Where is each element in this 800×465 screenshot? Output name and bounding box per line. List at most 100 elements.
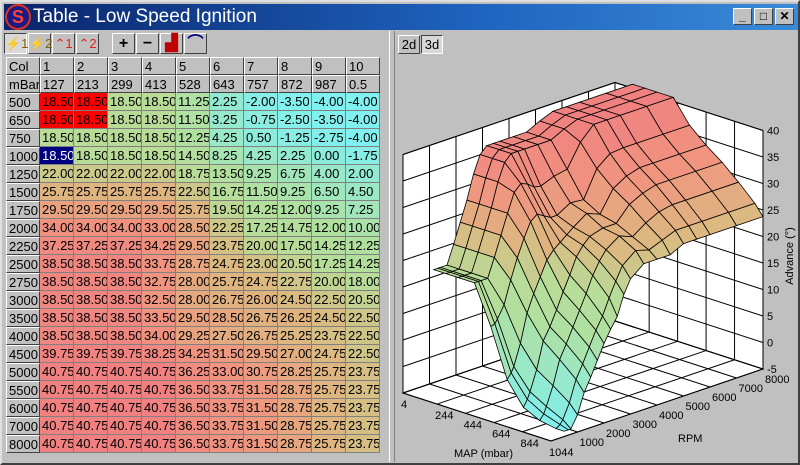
table-cell[interactable]: 19.50 xyxy=(210,201,244,219)
table-cell[interactable]: 33.00 xyxy=(210,363,244,381)
table-cell[interactable]: 38.50 xyxy=(108,327,142,345)
column-header[interactable]: 3 xyxy=(108,57,142,75)
table-cell[interactable]: 23.75 xyxy=(346,363,380,381)
table-cell[interactable]: 3.25 xyxy=(210,111,244,129)
table-cell[interactable]: -1.25 xyxy=(278,129,312,147)
table-cell[interactable]: 18.50 xyxy=(40,111,74,129)
table-cell[interactable]: 22.50 xyxy=(346,345,380,363)
table-cell[interactable]: 40.75 xyxy=(74,363,108,381)
table-cell[interactable]: 37.25 xyxy=(74,237,108,255)
table-cell[interactable]: 37.25 xyxy=(40,237,74,255)
close-button[interactable]: ✕ xyxy=(775,8,794,25)
mbar-header-cell[interactable]: 872 xyxy=(278,75,312,93)
table-cell[interactable]: 17.25 xyxy=(312,255,346,273)
table-cell[interactable]: 40.75 xyxy=(40,399,74,417)
table-cell[interactable]: 31.50 xyxy=(210,345,244,363)
table-cell[interactable]: 30.75 xyxy=(244,363,278,381)
table-cell[interactable]: 20.00 xyxy=(312,273,346,291)
table-cell[interactable]: 23.75 xyxy=(312,327,346,345)
table-cell[interactable]: 25.75 xyxy=(176,201,210,219)
plus-button[interactable]: + xyxy=(112,33,135,54)
table-cell[interactable]: 40.75 xyxy=(74,435,108,453)
table-cell[interactable]: 36.25 xyxy=(176,363,210,381)
table-cell[interactable]: 34.00 xyxy=(142,327,176,345)
table-cell[interactable]: 40.75 xyxy=(142,363,176,381)
table-cell[interactable]: 14.75 xyxy=(278,219,312,237)
table-cell[interactable]: 18.50 xyxy=(74,93,108,111)
table-cell[interactable]: 39.75 xyxy=(74,345,108,363)
table-cell[interactable]: 40.75 xyxy=(40,417,74,435)
table-cell[interactable]: 2.00 xyxy=(346,165,380,183)
rpm-row-header[interactable]: 7000 xyxy=(6,417,40,435)
table-cell[interactable]: 18.50 xyxy=(40,147,74,165)
table-cell[interactable]: 33.75 xyxy=(210,435,244,453)
table-cell[interactable]: 37.25 xyxy=(108,237,142,255)
table-cell[interactable]: 18.50 xyxy=(142,147,176,165)
table-cell[interactable]: 10.00 xyxy=(346,219,380,237)
table-cell[interactable]: 22.50 xyxy=(346,327,380,345)
table-cell[interactable]: 40.75 xyxy=(108,435,142,453)
table-cell[interactable]: 36.50 xyxy=(176,435,210,453)
table-cell[interactable]: 23.75 xyxy=(346,381,380,399)
table-cell[interactable]: 40.75 xyxy=(74,417,108,435)
rpm-row-header[interactable]: 4500 xyxy=(6,345,40,363)
ramp-button[interactable]: ▟ xyxy=(160,33,183,54)
table-cell[interactable]: 13.50 xyxy=(210,165,244,183)
table-cell[interactable]: 31.50 xyxy=(244,435,278,453)
table-cell[interactable]: 18.50 xyxy=(108,93,142,111)
column-header[interactable]: 9 xyxy=(312,57,346,75)
rpm-row-header[interactable]: 5000 xyxy=(6,363,40,381)
table-cell[interactable]: 20.50 xyxy=(346,291,380,309)
table-cell[interactable]: 24.50 xyxy=(278,291,312,309)
table-cell[interactable]: 36.50 xyxy=(176,381,210,399)
table-cell[interactable]: 23.75 xyxy=(346,417,380,435)
table-cell[interactable]: -2.00 xyxy=(244,93,278,111)
table-cell[interactable]: 40.75 xyxy=(108,363,142,381)
rpm-row-header[interactable]: 650 xyxy=(6,111,40,129)
table-cell[interactable]: 18.50 xyxy=(142,111,176,129)
table-cell[interactable]: 2.25 xyxy=(278,147,312,165)
table-cell[interactable]: 31.50 xyxy=(244,381,278,399)
table-cell[interactable]: 39.75 xyxy=(40,345,74,363)
table-cell[interactable]: 28.75 xyxy=(278,435,312,453)
mbar-header-cell[interactable]: 987 xyxy=(312,75,346,93)
table-cell[interactable]: 29.50 xyxy=(40,201,74,219)
table-cell[interactable]: 11.25 xyxy=(176,93,210,111)
table-cell[interactable]: 29.50 xyxy=(176,237,210,255)
table-cell[interactable]: 6.75 xyxy=(278,165,312,183)
rpm-row-header[interactable]: 3500 xyxy=(6,309,40,327)
table-cell[interactable]: 27.00 xyxy=(278,345,312,363)
table-cell[interactable]: 12.25 xyxy=(346,237,380,255)
table-cell[interactable]: 22.00 xyxy=(142,165,176,183)
table-cell[interactable]: 38.50 xyxy=(74,273,108,291)
table-cell[interactable]: 31.50 xyxy=(244,399,278,417)
table-cell[interactable]: 0.50 xyxy=(244,129,278,147)
table-cell[interactable]: 25.75 xyxy=(142,183,176,201)
table-cell[interactable]: 4.50 xyxy=(346,183,380,201)
table-cell[interactable]: 24.75 xyxy=(312,345,346,363)
table-cell[interactable]: 40.75 xyxy=(142,399,176,417)
rpm-row-header[interactable]: 1000 xyxy=(6,147,40,165)
table-cell[interactable]: 28.75 xyxy=(278,417,312,435)
mbar-header-cell[interactable]: 757 xyxy=(244,75,278,93)
table-cell[interactable]: 33.75 xyxy=(210,381,244,399)
rpm-row-header[interactable]: 500 xyxy=(6,93,40,111)
rpm-row-header[interactable]: 1500 xyxy=(6,183,40,201)
table-cell[interactable]: 28.75 xyxy=(278,399,312,417)
column-header[interactable]: 2 xyxy=(74,57,108,75)
rpm-row-header[interactable]: 2500 xyxy=(6,255,40,273)
table-cell[interactable]: 25.25 xyxy=(278,327,312,345)
table-cell[interactable]: 38.50 xyxy=(40,309,74,327)
column-header[interactable]: 5 xyxy=(176,57,210,75)
table-cell[interactable]: 38.50 xyxy=(40,273,74,291)
table-cell[interactable]: 2.25 xyxy=(210,93,244,111)
table-cell[interactable]: 25.75 xyxy=(312,363,346,381)
rpm-row-header[interactable]: 2000 xyxy=(6,219,40,237)
table-cell[interactable]: 40.75 xyxy=(74,399,108,417)
table-cell[interactable]: 9.25 xyxy=(244,165,278,183)
table-cell[interactable]: 18.50 xyxy=(108,129,142,147)
tab-3d[interactable]: 3d xyxy=(421,35,443,54)
table-cell[interactable]: 9.25 xyxy=(278,183,312,201)
table-cell[interactable]: -4.00 xyxy=(312,93,346,111)
table-cell[interactable]: 33.00 xyxy=(142,219,176,237)
